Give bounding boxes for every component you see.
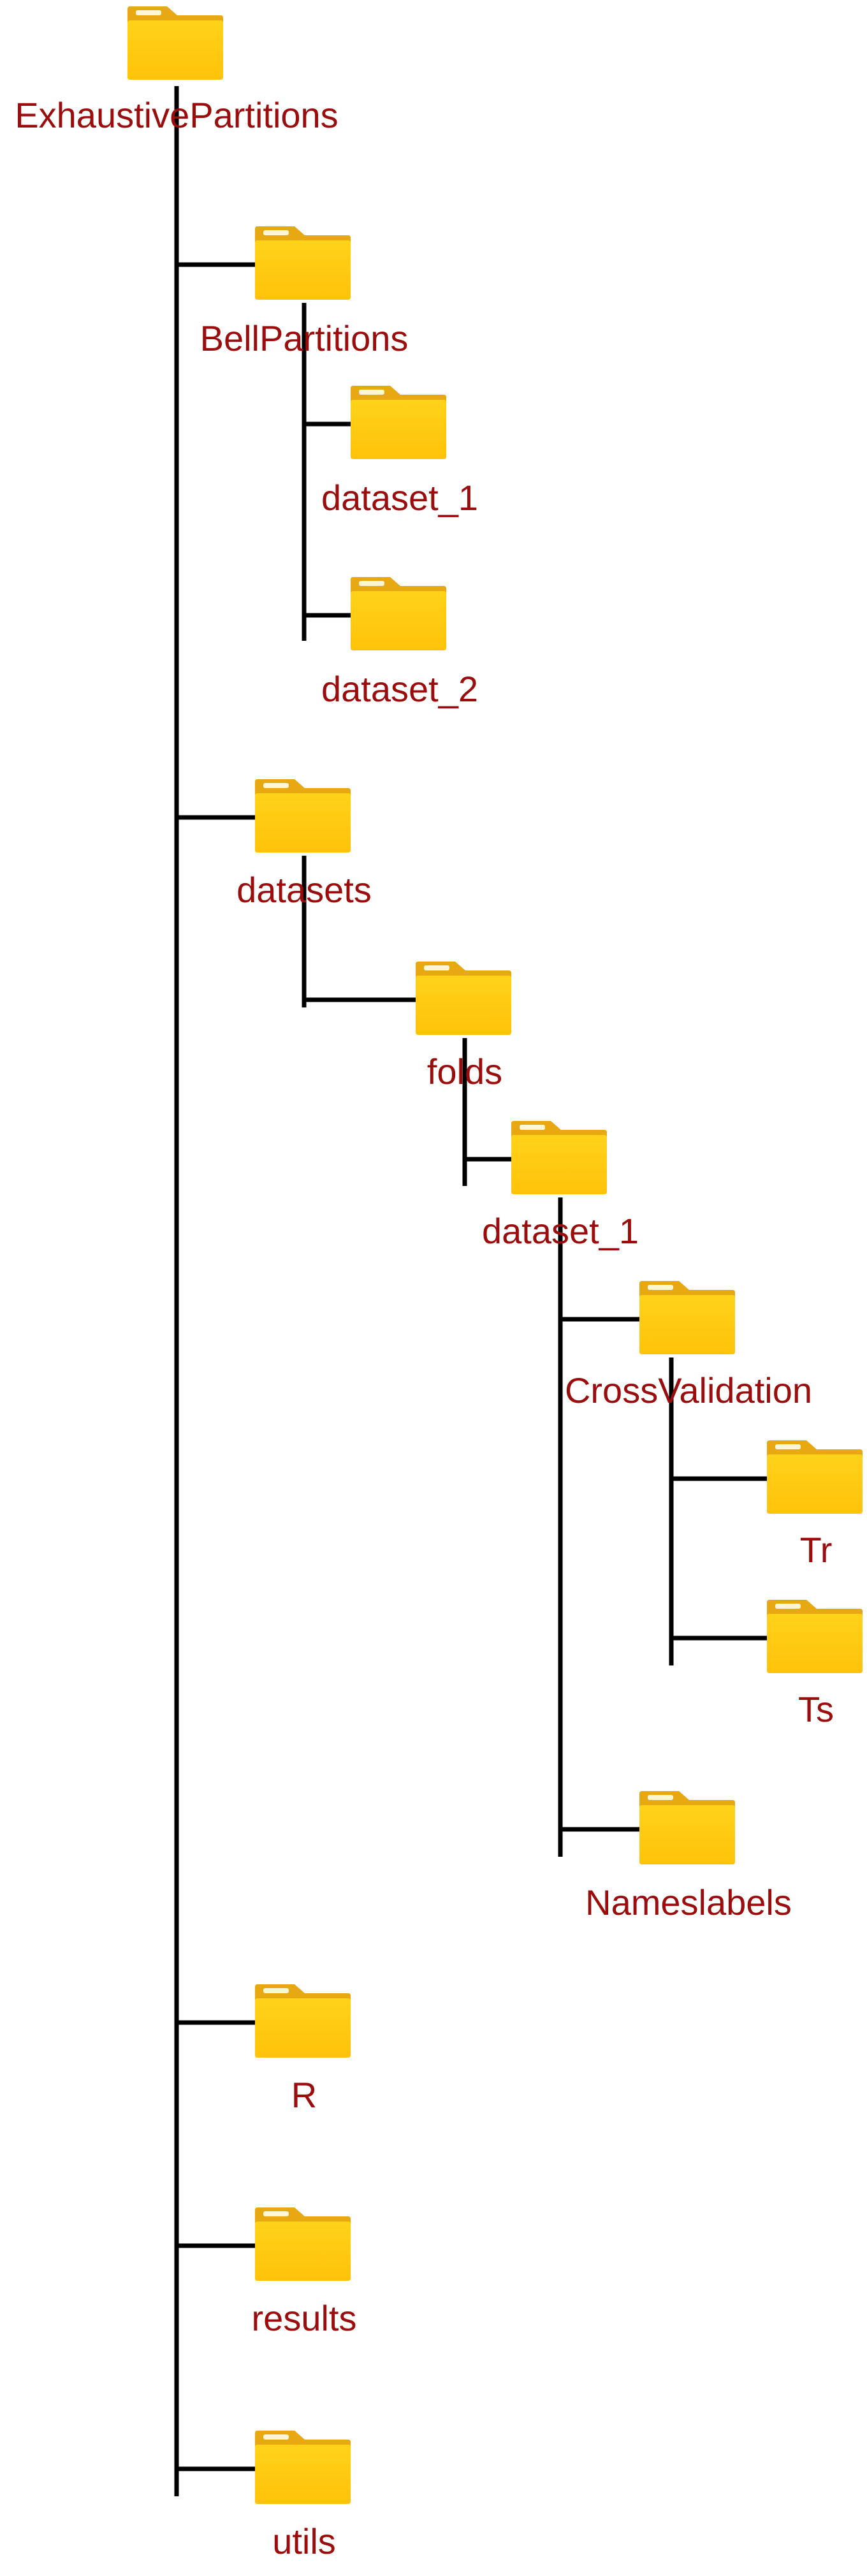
folder-icon xyxy=(639,1791,735,1864)
folder-label-ts: Ts xyxy=(798,1689,834,1729)
folder-icon xyxy=(255,1984,351,2058)
folder-node-bell-dataset-1 xyxy=(351,386,446,459)
folder-node-folds-dataset-1 xyxy=(511,1121,607,1194)
folder-label-bell-dataset-1: dataset_1 xyxy=(321,478,478,518)
folder-label-folds-dataset-1: dataset_1 xyxy=(482,1211,639,1251)
folder-icon xyxy=(255,2207,351,2281)
folder-node-nameslabels xyxy=(639,1791,735,1864)
folder-icon xyxy=(255,226,351,300)
folder-label-folds: folds xyxy=(427,1051,502,1092)
folder-node-bell-dataset-2 xyxy=(351,577,446,650)
folder-node-folds xyxy=(416,962,511,1035)
folder-nodes: ExhaustivePartitions BellPartitions datase… xyxy=(15,6,863,2561)
folder-node-crossvalidation xyxy=(639,1281,735,1354)
folder-icon xyxy=(767,1440,863,1514)
folder-node-ts xyxy=(767,1600,863,1673)
folder-node-tr xyxy=(767,1440,863,1514)
folder-icon xyxy=(639,1281,735,1354)
folder-label-r: R xyxy=(291,2075,317,2115)
folder-label-bell-dataset-2: dataset_2 xyxy=(321,669,478,709)
folder-icon xyxy=(351,577,446,650)
folder-node-root xyxy=(127,6,223,80)
folder-label-tr: Tr xyxy=(800,1530,833,1570)
folder-node-results xyxy=(255,2207,351,2281)
folder-node-utils xyxy=(255,2431,351,2504)
folder-label-datasets: datasets xyxy=(237,870,372,910)
folder-icon xyxy=(511,1121,607,1194)
folder-label-results: results xyxy=(252,2298,357,2338)
folder-label-bellpartitions: BellPartitions xyxy=(200,318,409,358)
folder-node-datasets xyxy=(255,779,351,853)
folder-label-root: ExhaustivePartitions xyxy=(15,95,338,135)
connector-lines xyxy=(174,86,768,2496)
folder-icon xyxy=(255,2431,351,2504)
folder-node-bellpartitions xyxy=(255,226,351,300)
folder-label-crossvalidation: CrossValidation xyxy=(565,1370,812,1410)
folder-icon xyxy=(127,6,223,80)
folder-icon xyxy=(255,779,351,853)
folder-icon xyxy=(416,962,511,1035)
folder-icon xyxy=(351,386,446,459)
folder-node-r xyxy=(255,1984,351,2058)
folder-label-utils: utils xyxy=(272,2521,336,2561)
folder-icon xyxy=(767,1600,863,1673)
folder-label-nameslabels: Nameslabels xyxy=(585,1882,792,1922)
